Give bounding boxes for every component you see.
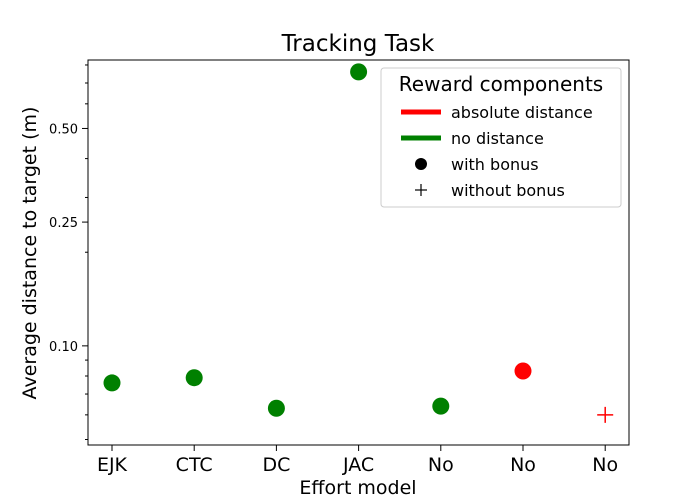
legend-label: with bonus: [451, 155, 539, 174]
legend-swatch: [415, 158, 427, 170]
x-tick-label: CTC: [176, 454, 213, 476]
data-point: [432, 397, 450, 415]
legend-entry: with bonus: [415, 155, 539, 174]
legend-entry: without bonus: [415, 181, 565, 200]
y-tick-label: 0.50: [49, 122, 78, 137]
legend-label: no distance: [451, 129, 544, 148]
y-axis: 0.10 0.25 0.50: [49, 64, 88, 440]
data-point: [185, 369, 203, 387]
x-axis-label: Effort model: [299, 477, 416, 499]
legend-label: absolute distance: [451, 103, 593, 122]
data-point: [514, 362, 532, 380]
x-tick-label: No: [510, 454, 536, 476]
legend-entry: absolute distance: [401, 103, 593, 122]
x-tick-label: EJK: [97, 454, 128, 476]
x-axis: EJK CTC DC JAC No No No: [97, 445, 618, 476]
x-tick-label: DC: [262, 454, 290, 476]
x-tick-label: JAC: [342, 454, 374, 476]
y-axis-label: Average distance to target (m): [19, 107, 41, 400]
legend-label: without bonus: [451, 181, 565, 200]
legend: Reward components absolute distance no di…: [380, 67, 622, 208]
legend-box: [380, 67, 622, 208]
data-points: [103, 63, 614, 423]
data-point: [597, 406, 614, 423]
chart-title: Tracking Task: [281, 31, 435, 57]
y-tick-label: 0.10: [49, 340, 78, 355]
legend-title: Reward components: [399, 72, 603, 96]
x-tick-label: No: [428, 454, 454, 476]
x-tick-label: No: [592, 454, 618, 476]
data-point: [103, 374, 121, 392]
data-point: [267, 399, 285, 417]
data-point: [350, 63, 368, 81]
y-tick-label: 0.25: [49, 216, 78, 231]
legend-entry: no distance: [401, 129, 544, 148]
